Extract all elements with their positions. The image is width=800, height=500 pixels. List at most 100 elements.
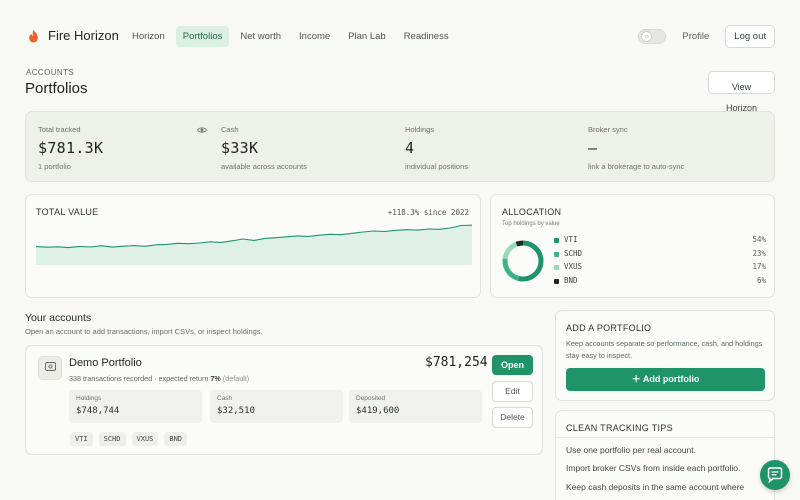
open-button[interactable]: Open <box>492 355 533 375</box>
card-subtitle: Top holdings by value <box>502 221 560 227</box>
ticker-chip: SCHD <box>98 432 126 446</box>
stat-label: Broker sync <box>588 125 628 134</box>
stat-label: Holdings <box>405 125 435 134</box>
default-tag: (default) <box>222 374 250 383</box>
account-value: $781,254 <box>425 355 488 370</box>
legend-swatch <box>554 238 559 243</box>
tip-item: Keep cash deposits in the same account w… <box>566 482 745 492</box>
legend-row: VTI 54% <box>554 235 766 249</box>
legend-ticker: VXUS <box>564 262 583 272</box>
tab-readiness[interactable]: Readiness <box>403 31 449 42</box>
account-meta-text: 338 transactions recorded · expected ret… <box>69 374 209 383</box>
card-description: Keep accounts separate so performance, c… <box>566 339 763 360</box>
chat-button[interactable] <box>760 460 790 490</box>
stat-cash: Cash $33K available across accounts <box>221 125 391 171</box>
stat-total-tracked: Total tracked $781.3K 1 portfolio <box>38 125 208 171</box>
ticker-chip: BND <box>164 432 188 446</box>
mini-value: $748,744 <box>76 406 120 416</box>
divider <box>556 437 774 438</box>
stat-label: Total tracked <box>38 125 81 134</box>
stat-holdings: Holdings 4 individual positions <box>405 125 575 171</box>
legend-percent: 54% <box>752 235 766 244</box>
logout-button[interactable]: Log out <box>725 25 775 48</box>
account-card: Demo Portfolio 338 transactions recorded… <box>25 345 543 455</box>
theme-toggle[interactable]: ☼ <box>638 29 667 44</box>
flame-icon <box>29 29 38 42</box>
nav-tabs: Horizon Portfolios Net worth Income Plan… <box>125 26 456 47</box>
tab-portfolios[interactable]: Portfolios <box>175 26 230 47</box>
wallet-icon <box>38 356 62 380</box>
card-title: ADD A PORTFOLIO <box>566 323 652 333</box>
stat-sub: 1 portfolio <box>38 162 71 171</box>
mini-value: $32,510 <box>217 406 255 416</box>
stat-sub: available across accounts <box>221 162 307 171</box>
donut-slice-schd <box>502 240 544 282</box>
accounts-subtitle: Open an account to add transactions, imp… <box>25 327 263 336</box>
tips-card: CLEAN TRACKING TIPS Use one portfolio pe… <box>555 410 775 500</box>
eye-icon[interactable] <box>197 126 207 134</box>
tip-item: Use one portfolio per real account. <box>566 445 696 455</box>
legend-percent: 17% <box>752 262 766 272</box>
view-horizon-button[interactable]: View Horizon <box>708 71 775 113</box>
ticker-chip: VTI <box>70 432 93 446</box>
total-value-chart <box>36 224 472 265</box>
accounts-title: Your accounts <box>25 312 92 324</box>
total-value-card: TOTAL VALUE +118.3% since 2022 <box>25 194 481 298</box>
tab-net-worth[interactable]: Net worth <box>240 31 282 42</box>
mini-label: Cash <box>217 395 233 402</box>
sun-icon: ☼ <box>641 31 653 42</box>
stat-value: $33K <box>221 139 259 157</box>
stat-value: — <box>588 139 598 157</box>
delete-button[interactable]: Delete <box>492 407 533 428</box>
card-title: TOTAL VALUE <box>36 207 99 217</box>
ticker-chips: VTI SCHD VXUS BND <box>70 432 188 446</box>
add-portfolio-card: ADD A PORTFOLIO Keep accounts separate s… <box>555 310 775 401</box>
series-line <box>36 224 472 249</box>
top-nav: Fire Horizon Horizon Portfolios Net wort… <box>0 0 800 72</box>
app-name: Fire Horizon <box>48 28 119 43</box>
page-eyebrow: ACCOUNTS <box>26 68 75 77</box>
tip-item: Import broker CSVs from inside each port… <box>566 463 741 473</box>
chat-icon <box>767 467 783 484</box>
ticker-chip: VXUS <box>131 432 159 446</box>
plus-icon: ＋ <box>631 374 641 384</box>
legend-row: BND 6% <box>554 276 766 290</box>
deposited-box: Deposited $419,600 <box>349 390 482 423</box>
legend-row: VXUS 17% <box>554 262 766 276</box>
expected-return: 7% <box>210 374 221 383</box>
legend-percent: 23% <box>752 248 766 258</box>
profile-link[interactable]: Profile <box>682 31 710 42</box>
stat-sub: individual positions <box>405 162 468 171</box>
account-meta: 338 transactions recorded · expected ret… <box>69 374 249 383</box>
add-portfolio-button[interactable]: ＋ Add portfolio <box>566 368 765 391</box>
card-title: ALLOCATION <box>502 207 562 217</box>
legend-ticker: BND <box>564 276 578 286</box>
tab-income[interactable]: Income <box>299 31 331 42</box>
add-portfolio-label: Add portfolio <box>642 374 700 384</box>
total-change: +118.3% since 2022 <box>387 208 469 217</box>
stat-sub: link a brokerage to auto-sync <box>588 162 685 171</box>
legend-swatch <box>554 265 559 271</box>
tab-plan-lab[interactable]: Plan Lab <box>348 31 386 42</box>
mini-label: Holdings <box>76 395 102 402</box>
legend-ticker: VTI <box>564 235 578 244</box>
allocation-donut <box>502 240 544 282</box>
stat-label: Cash <box>221 125 239 134</box>
area-fill <box>36 225 472 265</box>
holdings-box: Holdings $748,744 <box>69 390 202 423</box>
tab-horizon[interactable]: Horizon <box>132 31 165 42</box>
legend-ticker: SCHD <box>564 248 583 258</box>
page-title: Portfolios <box>25 80 88 97</box>
donut-slice-bnd <box>502 240 544 282</box>
account-name[interactable]: Demo Portfolio <box>69 357 142 369</box>
legend-swatch <box>554 251 559 257</box>
card-title: CLEAN TRACKING TIPS <box>566 423 673 433</box>
summary-stats: Total tracked $781.3K 1 portfolio Cash $… <box>25 111 775 182</box>
legend-row: SCHD 23% <box>554 249 766 263</box>
allocation-card: ALLOCATION Top holdings by value VTI 54% S… <box>490 194 775 298</box>
edit-button[interactable]: Edit <box>492 381 533 402</box>
cash-box: Cash $32,510 <box>210 390 343 423</box>
mini-label: Deposited <box>356 395 386 402</box>
legend-percent: 6% <box>756 276 766 286</box>
brand[interactable]: Fire Horizon <box>28 28 119 43</box>
